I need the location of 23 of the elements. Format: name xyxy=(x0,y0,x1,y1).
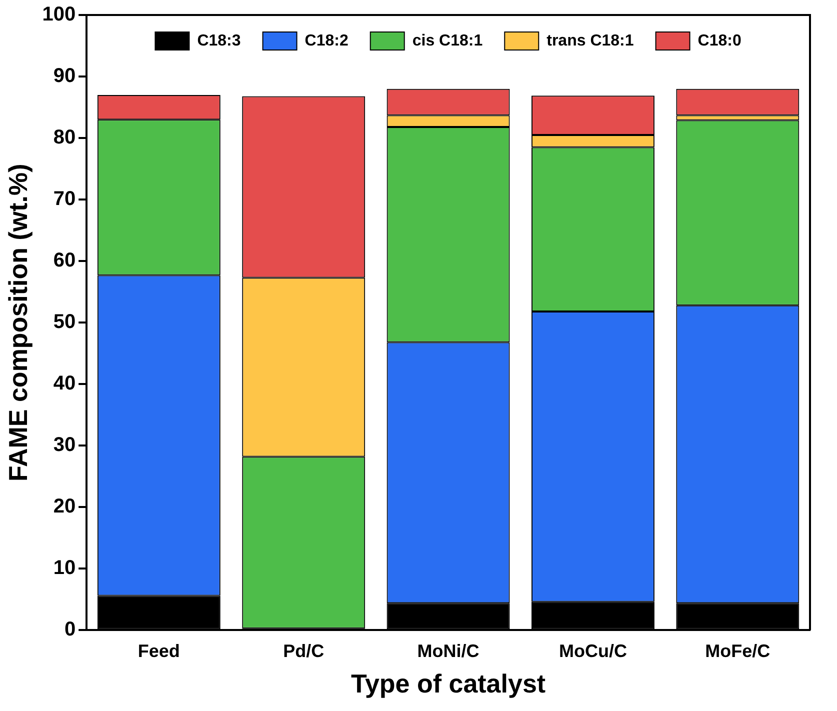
y-tick-label: 30 xyxy=(53,434,76,456)
legend-label: C18:0 xyxy=(698,32,742,50)
y-tick-label: 70 xyxy=(53,188,76,210)
legend-label: trans C18:1 xyxy=(546,32,634,50)
x-tick-label: MoNi/C xyxy=(417,640,480,661)
legend-label: C18:3 xyxy=(197,32,241,50)
y-tick-label: 20 xyxy=(53,496,76,518)
x-axis-title: Type of catalyst xyxy=(350,668,546,699)
x-tick-label: MoFe/C xyxy=(705,640,770,661)
x-tick-label: Pd/C xyxy=(283,640,324,661)
y-tick-label: 0 xyxy=(64,618,76,641)
legend-label: C18:2 xyxy=(304,32,348,50)
y-tick-label: 10 xyxy=(53,557,76,580)
y-axis-title: FAME composition (wt.%) xyxy=(2,164,33,482)
y-tick-label: 100 xyxy=(42,4,76,26)
y-tick-label: 40 xyxy=(53,372,76,395)
x-tick-label: MoCu/C xyxy=(558,640,627,661)
y-tick-label: 80 xyxy=(53,126,76,149)
y-tick-label: 90 xyxy=(53,65,76,88)
y-tick-label: 60 xyxy=(53,250,76,272)
legend-label: cis C18:1 xyxy=(412,32,483,50)
x-tick-label: Feed xyxy=(138,640,180,661)
y-tick-label: 50 xyxy=(53,311,76,334)
